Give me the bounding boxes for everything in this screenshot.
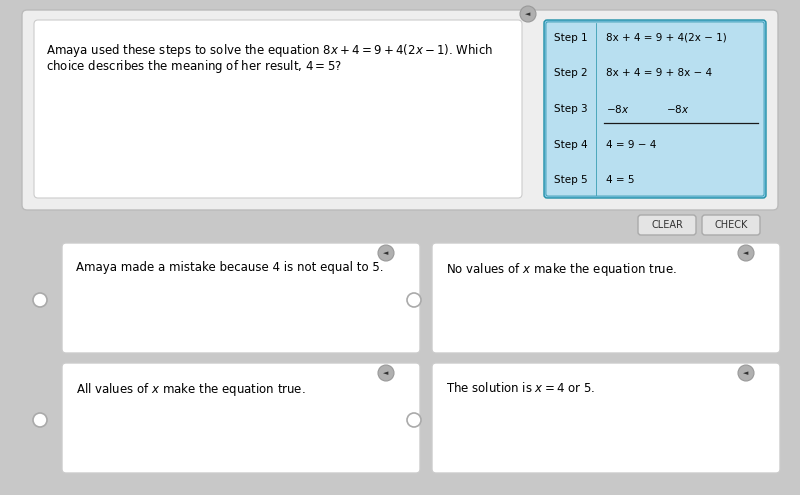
Circle shape [33,413,47,427]
FancyBboxPatch shape [702,215,760,235]
Circle shape [33,293,47,307]
Text: 8x + 4 = 9 + 4(2x − 1): 8x + 4 = 9 + 4(2x − 1) [606,33,726,43]
Text: 8x + 4 = 9 + 8x − 4: 8x + 4 = 9 + 8x − 4 [606,68,712,78]
Text: The solution is $x = 4$ or 5.: The solution is $x = 4$ or 5. [446,381,595,395]
Text: Step 3: Step 3 [554,104,588,114]
FancyBboxPatch shape [544,20,766,198]
Circle shape [520,6,536,22]
FancyBboxPatch shape [62,363,420,473]
Circle shape [407,413,421,427]
Text: ◄: ◄ [526,11,530,17]
Circle shape [378,245,394,261]
Text: Amaya made a mistake because 4 is not equal to 5.: Amaya made a mistake because 4 is not eq… [76,261,383,274]
Text: ◄: ◄ [383,250,389,256]
FancyBboxPatch shape [546,22,764,196]
FancyBboxPatch shape [638,215,696,235]
Text: No values of $x$ make the equation true.: No values of $x$ make the equation true. [446,261,677,278]
Text: Step 4: Step 4 [554,140,588,149]
Circle shape [738,245,754,261]
Text: 4 = 5: 4 = 5 [606,175,634,185]
Text: ◄: ◄ [743,250,749,256]
Text: Step 1: Step 1 [554,33,588,43]
Text: All values of $x$ make the equation true.: All values of $x$ make the equation true… [76,381,306,398]
Text: ◄: ◄ [383,370,389,376]
Circle shape [407,293,421,307]
Text: choice describes the meaning of her result, $4 = 5$?: choice describes the meaning of her resu… [46,58,342,75]
FancyBboxPatch shape [62,243,420,353]
FancyBboxPatch shape [432,363,780,473]
Text: ◄: ◄ [743,370,749,376]
Text: CLEAR: CLEAR [651,220,683,230]
Text: $-8x$: $-8x$ [666,103,690,115]
Text: Step 2: Step 2 [554,68,588,78]
Text: Step 5: Step 5 [554,175,588,185]
Text: CHECK: CHECK [714,220,748,230]
Circle shape [738,365,754,381]
Text: $-8x$: $-8x$ [606,103,630,115]
FancyBboxPatch shape [432,243,780,353]
FancyBboxPatch shape [34,20,522,198]
FancyBboxPatch shape [22,10,778,210]
Text: Amaya used these steps to solve the equation $8x + 4 = 9 + 4(2x - 1)$. Which: Amaya used these steps to solve the equa… [46,42,494,59]
Text: 4 = 9 − 4: 4 = 9 − 4 [606,140,656,149]
Circle shape [378,365,394,381]
